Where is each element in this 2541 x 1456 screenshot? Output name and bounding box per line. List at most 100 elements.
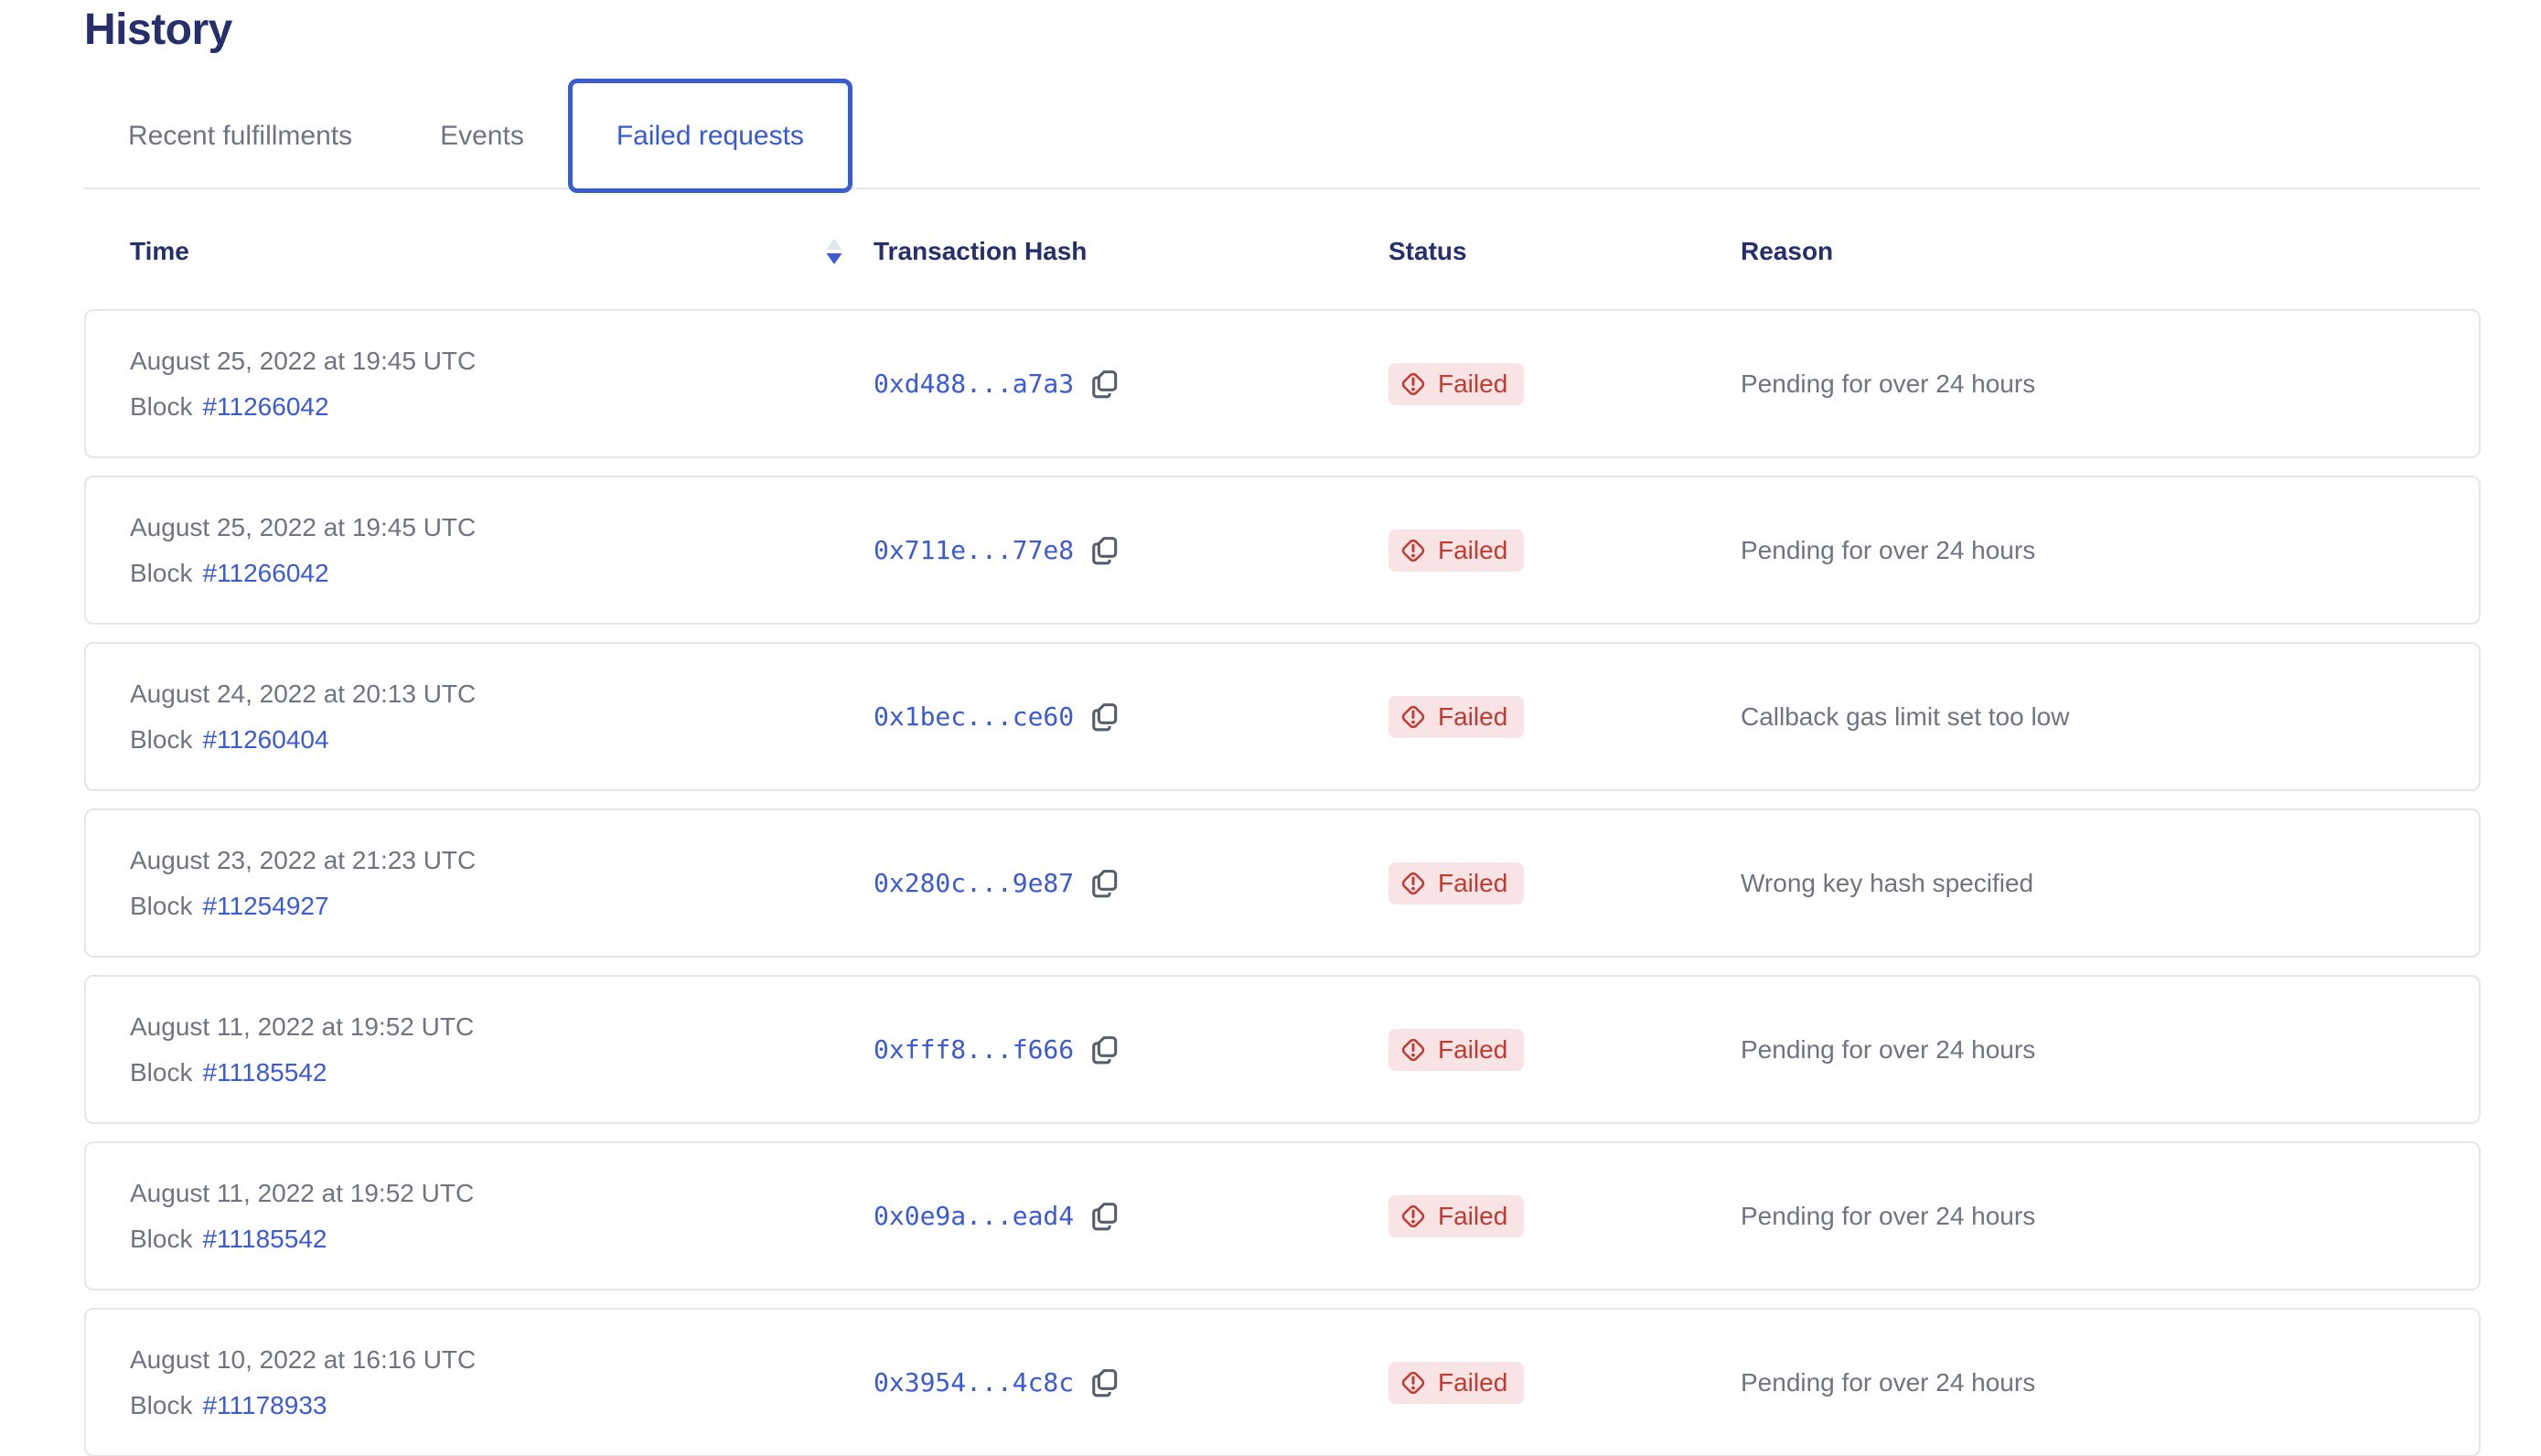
table-row: August 11, 2022 at 19:52 UTC Block #1118… bbox=[84, 975, 2481, 1124]
block-label: Block bbox=[130, 391, 193, 421]
row-reason: Pending for over 24 hours bbox=[1741, 1201, 2036, 1230]
block-number-link[interactable]: #11260404 bbox=[202, 724, 329, 754]
column-header-transaction-hash: Transaction Hash bbox=[874, 236, 1088, 265]
time-cell: August 25, 2022 at 19:45 UTC Block #1126… bbox=[130, 346, 874, 423]
copy-icon[interactable] bbox=[1088, 866, 1120, 901]
block-number-link[interactable]: #11266042 bbox=[202, 391, 329, 421]
block-line: Block #11260404 bbox=[130, 724, 874, 755]
error-diamond-icon bbox=[1401, 1371, 1425, 1394]
tab-label: Events bbox=[440, 120, 524, 151]
table-row: August 24, 2022 at 20:13 UTC Block #1126… bbox=[84, 642, 2481, 791]
error-diamond-icon bbox=[1401, 539, 1425, 562]
tx-hash-link[interactable]: 0x280c...9e87 bbox=[874, 868, 1075, 898]
status-cell: Failed bbox=[1388, 362, 1741, 405]
block-label: Block bbox=[130, 558, 193, 587]
hash-cell: 0xd488...a7a3 bbox=[874, 367, 1388, 401]
copy-icon[interactable] bbox=[1088, 1199, 1120, 1234]
block-number-link[interactable]: #11254927 bbox=[202, 891, 329, 920]
column-label: Time bbox=[130, 236, 189, 265]
table-body: August 25, 2022 at 19:45 UTC Block #1126… bbox=[84, 309, 2481, 1456]
history-page: History Recent fulfillments Events Faile… bbox=[0, 4, 2541, 1456]
copy-icon[interactable] bbox=[1088, 700, 1120, 734]
row-reason: Callback gas limit set too low bbox=[1741, 701, 2070, 731]
copy-icon[interactable] bbox=[1088, 533, 1120, 568]
status-badge: Failed bbox=[1388, 862, 1525, 905]
error-diamond-icon bbox=[1401, 1038, 1425, 1061]
block-line: Block #11266042 bbox=[130, 391, 874, 423]
tx-hash-link[interactable]: 0xfff8...f666 bbox=[874, 1034, 1075, 1065]
error-diamond-icon bbox=[1401, 872, 1425, 894]
time-cell: August 24, 2022 at 20:13 UTC Block #1126… bbox=[130, 679, 874, 755]
column-header-status: Status bbox=[1388, 236, 1467, 265]
tab-recent-fulfillments[interactable]: Recent fulfillments bbox=[84, 79, 396, 193]
row-reason: Pending for over 24 hours bbox=[1741, 369, 2036, 398]
time-cell: August 11, 2022 at 19:52 UTC Block #1118… bbox=[130, 1012, 874, 1088]
tx-hash-link[interactable]: 0x3954...4c8c bbox=[874, 1367, 1075, 1397]
tab-label: Failed requests bbox=[616, 120, 804, 151]
status-label: Failed bbox=[1438, 1034, 1508, 1064]
status-badge: Failed bbox=[1388, 1194, 1525, 1237]
copy-icon[interactable] bbox=[1088, 1365, 1120, 1400]
status-badge: Failed bbox=[1388, 1028, 1525, 1071]
tx-hash-link[interactable]: 0xd488...a7a3 bbox=[874, 369, 1075, 399]
table-row: August 11, 2022 at 19:52 UTC Block #1118… bbox=[84, 1141, 2481, 1290]
table-row: August 25, 2022 at 19:45 UTC Block #1126… bbox=[84, 309, 2481, 458]
time-cell: August 11, 2022 at 19:52 UTC Block #1118… bbox=[130, 1178, 874, 1255]
block-line: Block #11254927 bbox=[130, 891, 874, 922]
block-number-link[interactable]: #11185542 bbox=[202, 1057, 327, 1087]
status-badge: Failed bbox=[1388, 695, 1525, 738]
column-header-reason: Reason bbox=[1741, 236, 1834, 265]
block-line: Block #11266042 bbox=[130, 558, 874, 589]
status-cell: Failed bbox=[1388, 1194, 1741, 1237]
row-reason: Pending for over 24 hours bbox=[1741, 1367, 2036, 1397]
block-label: Block bbox=[130, 724, 193, 754]
error-diamond-icon bbox=[1401, 705, 1425, 728]
error-diamond-icon bbox=[1401, 372, 1425, 395]
hash-cell: 0xfff8...f666 bbox=[874, 1033, 1388, 1067]
status-cell: Failed bbox=[1388, 695, 1741, 738]
time-cell: August 25, 2022 at 19:45 UTC Block #1126… bbox=[130, 512, 874, 589]
row-reason: Wrong key hash specified bbox=[1741, 868, 2034, 897]
row-time: August 11, 2022 at 19:52 UTC bbox=[130, 1012, 475, 1041]
time-cell: August 23, 2022 at 21:23 UTC Block #1125… bbox=[130, 845, 874, 922]
block-line: Block #11185542 bbox=[130, 1057, 874, 1088]
hash-cell: 0x1bec...ce60 bbox=[874, 700, 1388, 734]
column-header-time[interactable]: Time bbox=[130, 237, 874, 266]
status-label: Failed bbox=[1438, 369, 1508, 398]
sort-arrows-icon[interactable] bbox=[826, 238, 842, 265]
copy-icon[interactable] bbox=[1088, 367, 1120, 401]
status-label: Failed bbox=[1438, 1201, 1508, 1230]
tx-hash-link[interactable]: 0x711e...77e8 bbox=[874, 535, 1075, 565]
table-row: August 10, 2022 at 16:16 UTC Block #1117… bbox=[84, 1308, 2481, 1456]
time-cell: August 10, 2022 at 16:16 UTC Block #1117… bbox=[130, 1344, 874, 1421]
block-number-link[interactable]: #11185542 bbox=[202, 1224, 327, 1253]
block-number-link[interactable]: #11266042 bbox=[202, 558, 329, 587]
tx-hash-link[interactable]: 0x0e9a...ead4 bbox=[874, 1201, 1075, 1231]
page-title: History bbox=[84, 5, 232, 54]
status-cell: Failed bbox=[1388, 529, 1741, 572]
error-diamond-icon bbox=[1401, 1204, 1425, 1227]
hash-cell: 0x3954...4c8c bbox=[874, 1365, 1388, 1400]
status-label: Failed bbox=[1438, 868, 1508, 897]
block-label: Block bbox=[130, 1390, 193, 1419]
copy-icon[interactable] bbox=[1088, 1033, 1120, 1067]
table-row: August 25, 2022 at 19:45 UTC Block #1126… bbox=[84, 476, 2481, 625]
status-badge: Failed bbox=[1388, 362, 1525, 405]
status-label: Failed bbox=[1438, 701, 1508, 731]
hash-cell: 0x280c...9e87 bbox=[874, 866, 1388, 901]
row-reason: Pending for over 24 hours bbox=[1741, 535, 2036, 564]
row-time: August 24, 2022 at 20:13 UTC bbox=[130, 679, 477, 708]
block-label: Block bbox=[130, 1224, 193, 1253]
status-badge: Failed bbox=[1388, 1361, 1525, 1404]
row-time: August 23, 2022 at 21:23 UTC bbox=[130, 845, 477, 874]
tx-hash-link[interactable]: 0x1bec...ce60 bbox=[874, 701, 1075, 732]
hash-cell: 0x0e9a...ead4 bbox=[874, 1199, 1388, 1234]
status-label: Failed bbox=[1438, 535, 1508, 564]
row-reason: Pending for over 24 hours bbox=[1741, 1034, 2036, 1064]
row-time: August 10, 2022 at 16:16 UTC bbox=[130, 1344, 477, 1374]
block-line: Block #11185542 bbox=[130, 1224, 874, 1255]
block-number-link[interactable]: #11178933 bbox=[202, 1390, 327, 1419]
status-badge: Failed bbox=[1388, 529, 1525, 572]
tab-failed-requests[interactable]: Failed requests bbox=[567, 79, 852, 193]
tab-events[interactable]: Events bbox=[396, 79, 568, 193]
